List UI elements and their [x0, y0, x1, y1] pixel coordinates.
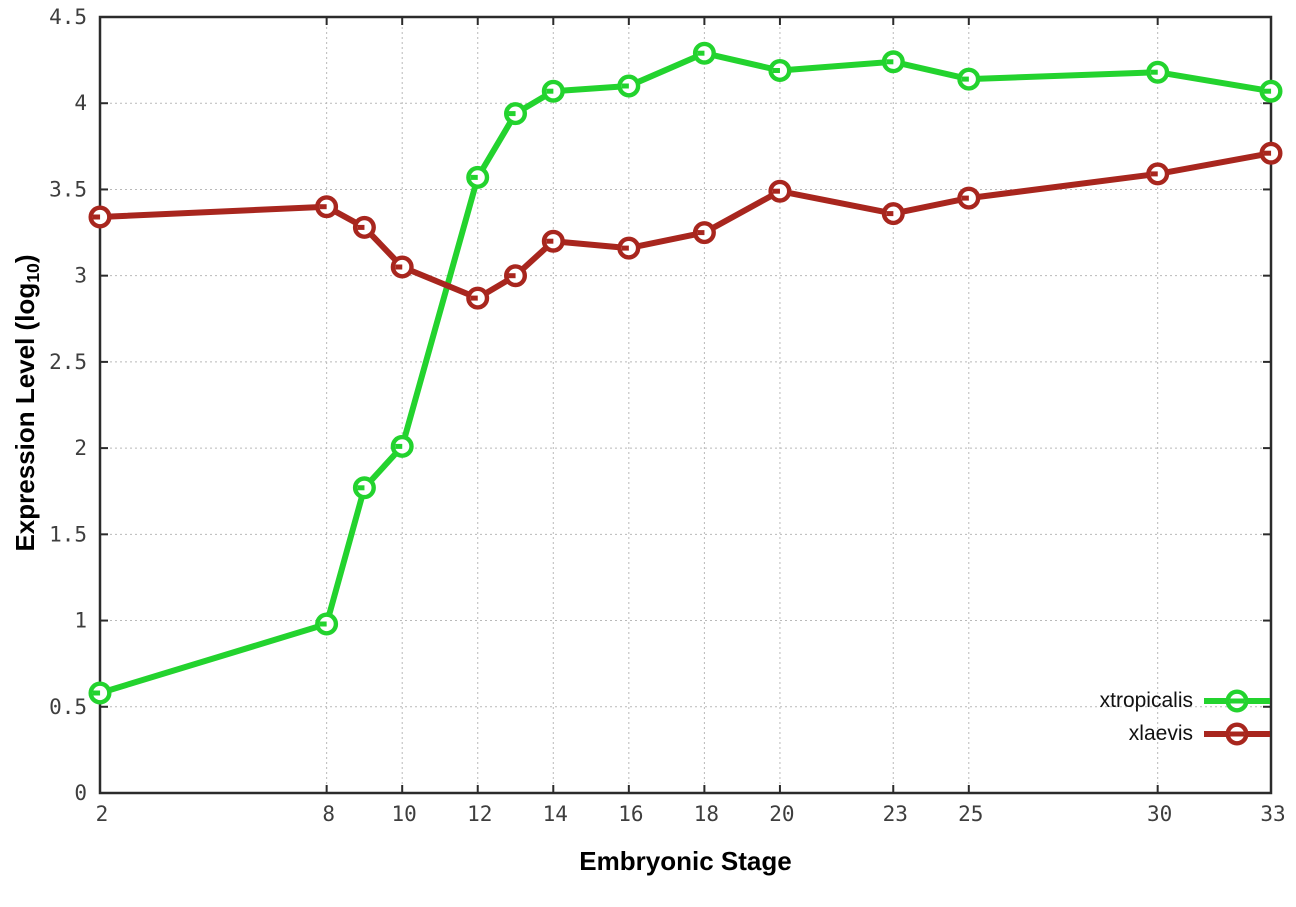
x-tick-label: 20: [769, 802, 794, 826]
y-tick-label: 2: [74, 436, 87, 460]
x-tick-label: 8: [322, 802, 335, 826]
legend-label-xtropicalis: xtropicalis: [1099, 689, 1193, 712]
y-axis-title-text: Expression Level (log: [10, 282, 41, 552]
y-tick-label: 0: [74, 781, 87, 805]
x-axis-title: Embryonic Stage: [579, 846, 792, 876]
y-tick-label: 0.5: [49, 695, 87, 719]
x-tick-label: 30: [1147, 802, 1172, 826]
x-tick-label: 33: [1260, 802, 1285, 826]
y-axis-title: Expression Level (log10): [10, 254, 44, 551]
series-xtropicalis: [88, 41, 1283, 705]
y-tick-label: 2.5: [49, 350, 87, 374]
x-tick-label: 14: [543, 802, 568, 826]
plot-border: [98, 15, 1273, 795]
y-tick-label: 3.5: [49, 177, 87, 201]
legend-marker-xlaevis: [1204, 721, 1270, 746]
series-xlaevis: [88, 141, 1283, 310]
x-tick-label: 18: [694, 802, 719, 826]
legend-item-xlaevis: xlaevis: [1100, 717, 1272, 750]
y-tick-label: 4: [74, 91, 87, 115]
y-axis-title-close: ): [10, 254, 41, 264]
x-tick-label: 23: [883, 802, 908, 826]
y-tick-label: 1: [74, 609, 87, 633]
legend-label-xlaevis: xlaevis: [1128, 722, 1193, 745]
y-axis-title-subscript: 10: [22, 263, 43, 283]
legend-marker-xtropicalis: [1204, 688, 1270, 713]
x-tick-label: 2: [96, 802, 109, 826]
x-tick-label: 12: [467, 802, 492, 826]
series-line: [99, 50, 1272, 696]
legend: xtropicalis xlaevis: [1100, 684, 1272, 750]
x-tick-label: 16: [618, 802, 643, 826]
y-tick-label: 4.5: [49, 5, 87, 29]
x-tick-label: 10: [392, 802, 417, 826]
y-tick-label: 3: [74, 264, 87, 288]
x-tick-label: 25: [958, 802, 983, 826]
legend-item-xtropicalis: xtropicalis: [1100, 684, 1272, 717]
y-tick-label: 1.5: [49, 522, 87, 546]
series-line: [99, 150, 1272, 302]
